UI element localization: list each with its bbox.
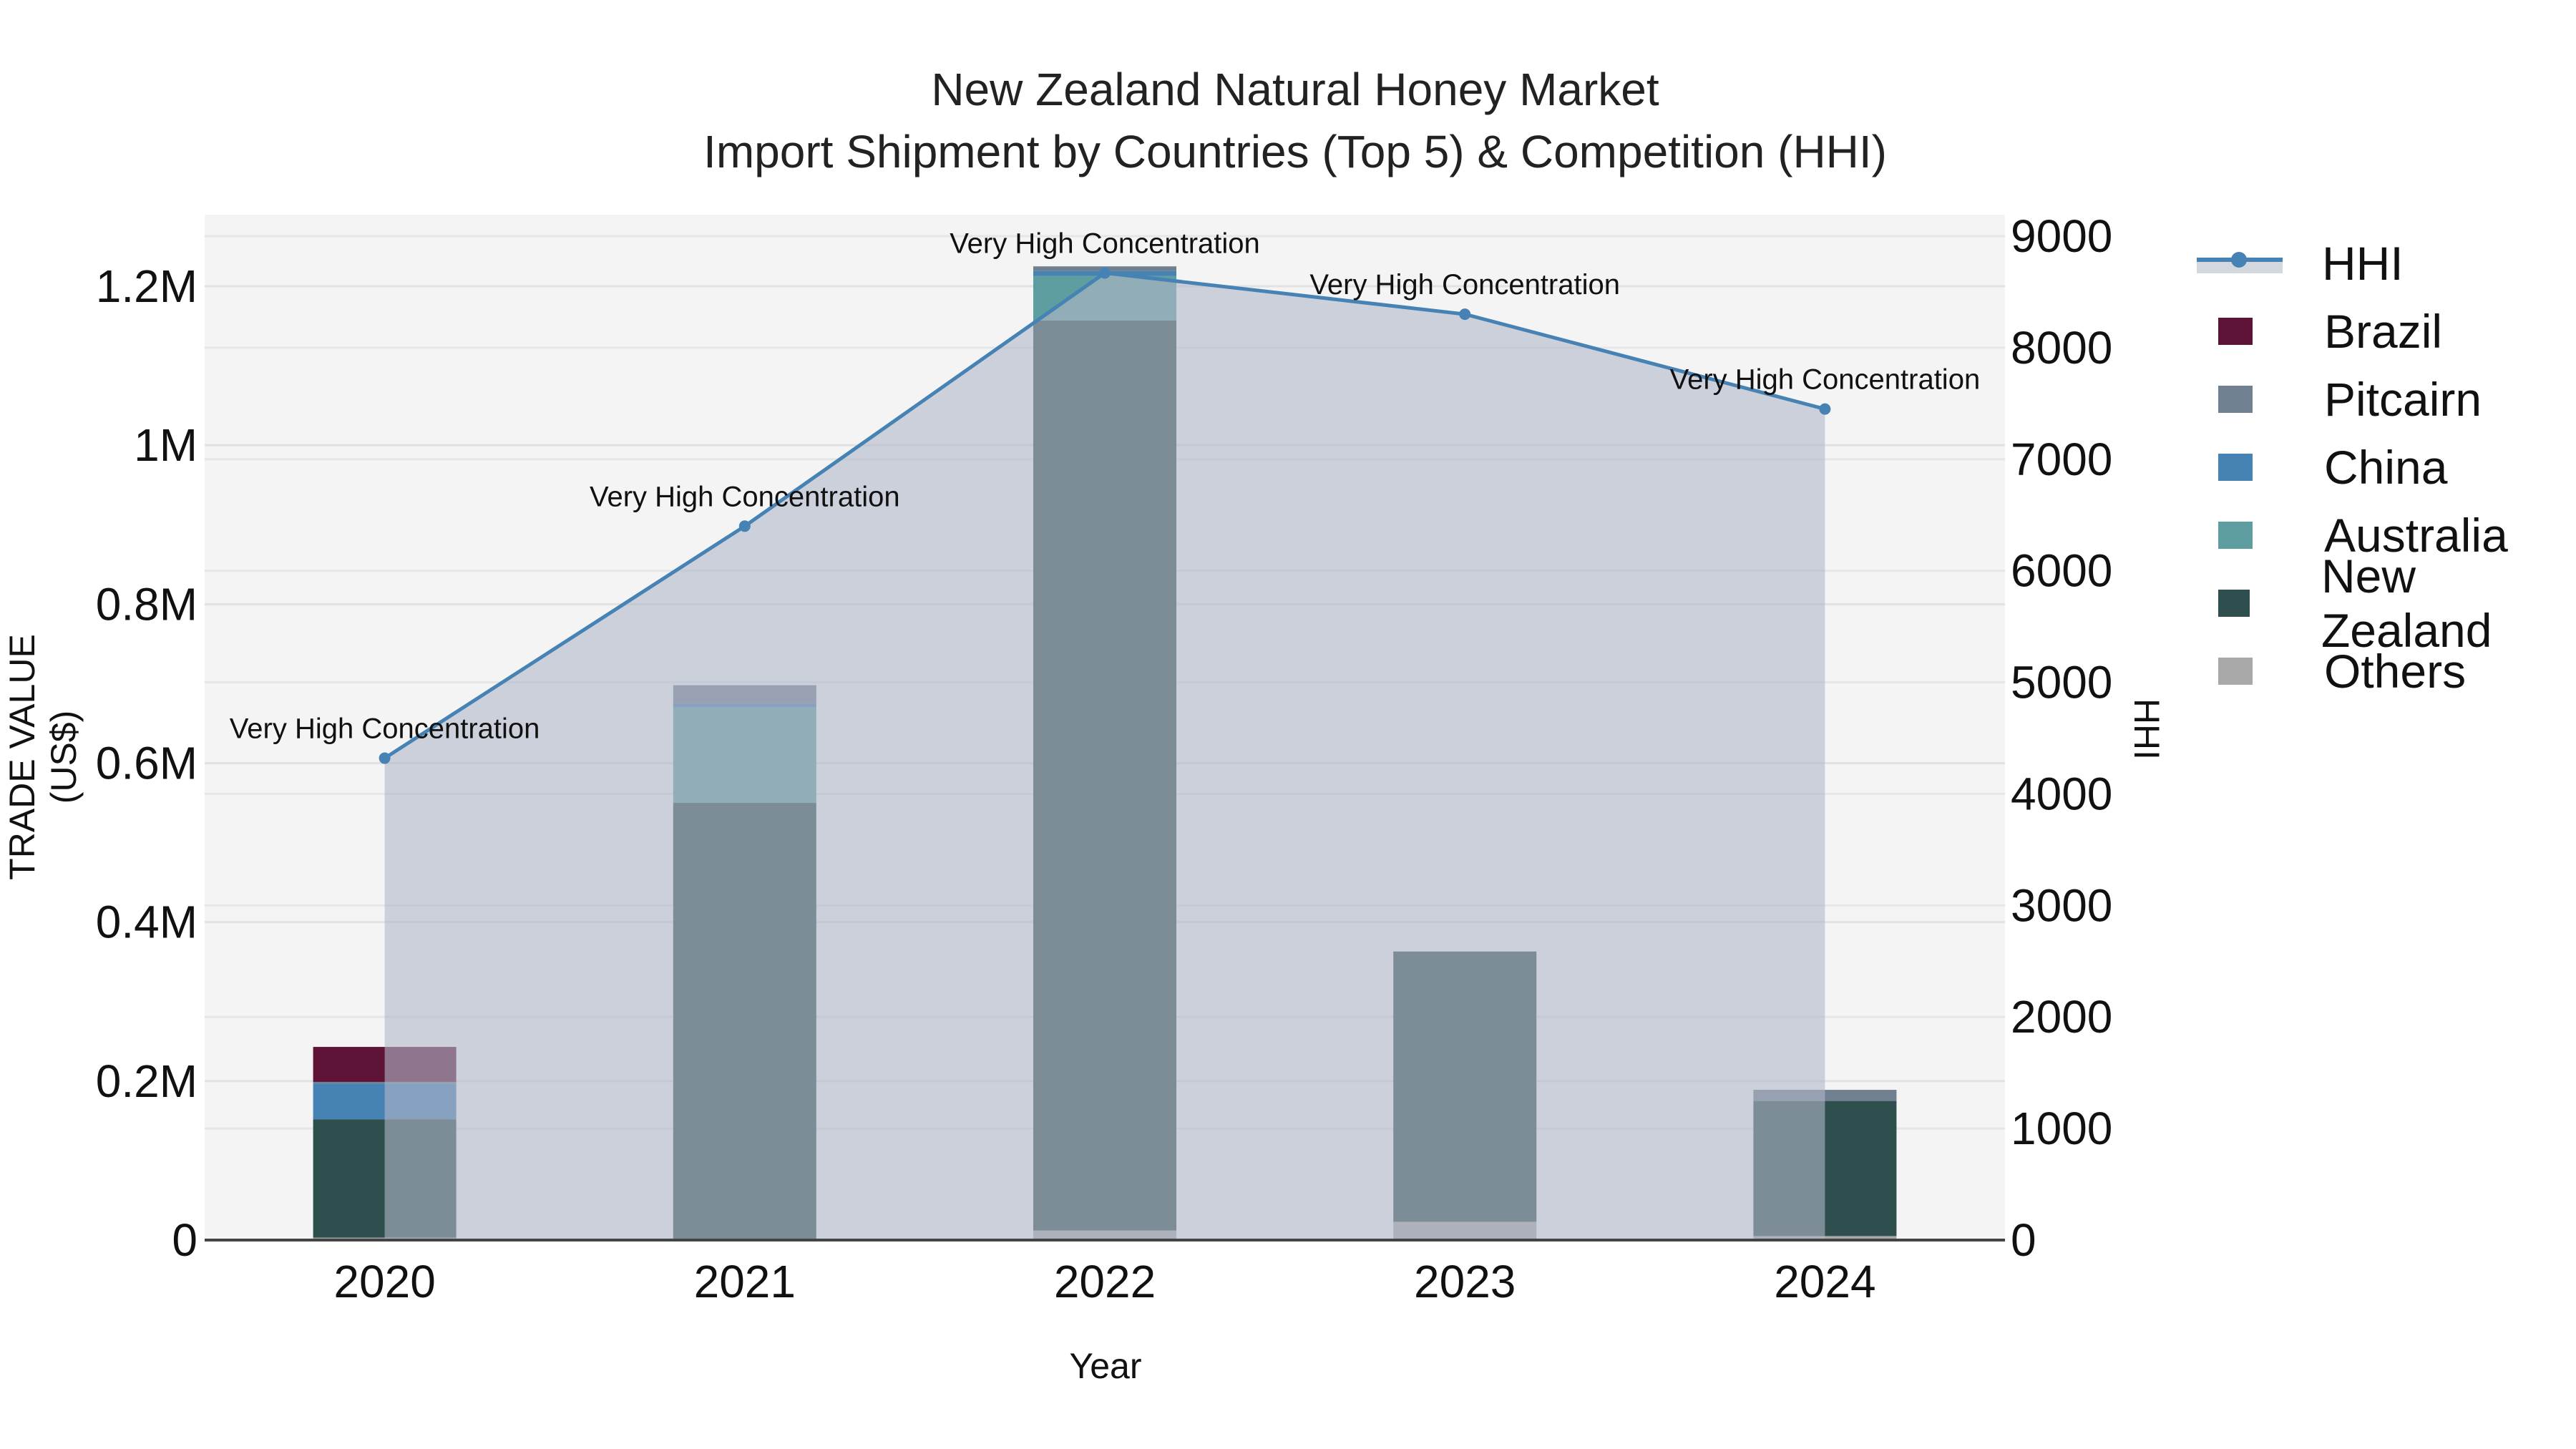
y2-tick-label: 6000 xyxy=(2011,545,2112,597)
y2-tick-label: 7000 xyxy=(2011,434,2112,485)
y2-tick-label: 8000 xyxy=(2011,322,2112,374)
y-tick-label: 1.2M xyxy=(96,260,197,312)
y-tick-label: 0.6M xyxy=(96,738,197,789)
y-tick-label: 0 xyxy=(172,1214,197,1266)
legend-item-others[interactable]: Others xyxy=(2197,637,2576,705)
swatch-icon xyxy=(2218,385,2253,413)
line-marker-icon xyxy=(2197,249,2283,278)
y2-tick-label: 2000 xyxy=(2011,991,2112,1043)
hhi-annotation: Very High Concentration xyxy=(230,713,540,745)
legend-item-china[interactable]: China xyxy=(2197,433,2576,501)
legend-label: New Zealand xyxy=(2321,549,2492,657)
x-tick-label: 2021 xyxy=(694,1256,796,1307)
x-axis-label: Year xyxy=(1069,1346,1142,1386)
y2-tick-label: 5000 xyxy=(2011,657,2112,708)
swatch-icon xyxy=(2218,657,2253,685)
legend-item-brazil[interactable]: Brazil xyxy=(2197,297,2576,365)
legend-label: China xyxy=(2324,440,2448,494)
legend-item-hhi[interactable]: HHI xyxy=(2197,229,2576,297)
swatch-icon xyxy=(2218,453,2253,481)
legend-label: Others xyxy=(2324,644,2467,698)
swatch-icon xyxy=(2218,589,2250,617)
chart-title-line2: Import Shipment by Countries (Top 5) & C… xyxy=(703,126,1887,177)
y-axis-label: TRADE VALUE (US$) xyxy=(2,634,84,880)
y2-tick-label: 4000 xyxy=(2011,768,2112,819)
y2-tick-label: 1000 xyxy=(2011,1103,2112,1154)
hhi-annotation: Very High Concentration xyxy=(1309,269,1620,301)
hhi-point[interactable] xyxy=(379,752,391,764)
x-tick-label: 2020 xyxy=(333,1256,435,1307)
legend-item-new-zealand[interactable]: New Zealand xyxy=(2197,550,2576,657)
legend-label: Brazil xyxy=(2324,304,2443,358)
chart-title-line1: New Zealand Natural Honey Market xyxy=(931,64,1659,115)
legend-label: HHI xyxy=(2322,236,2404,290)
y2-tick-label: 0 xyxy=(2011,1214,2036,1266)
y-tick-label: 0.8M xyxy=(96,578,197,630)
hhi-annotation: Very High Concentration xyxy=(590,481,900,512)
hhi-point[interactable] xyxy=(738,520,751,532)
y-tick-label: 0.2M xyxy=(96,1055,197,1107)
hhi-point[interactable] xyxy=(1099,267,1111,279)
hhi-annotation: Very High Concentration xyxy=(1670,364,1981,396)
y2-tick-label: 9000 xyxy=(2011,210,2112,262)
y2-axis-label: HHI xyxy=(2127,698,2167,761)
y-tick-label: 0.4M xyxy=(96,897,197,948)
x-tick-label: 2022 xyxy=(1054,1256,1156,1307)
y2-tick-label: 3000 xyxy=(2011,879,2112,931)
legend-label: Pitcairn xyxy=(2324,372,2482,426)
y-tick-label: 1M xyxy=(134,419,197,471)
hhi-point[interactable] xyxy=(1819,403,1831,415)
legend-item-pitcairn[interactable]: Pitcairn xyxy=(2197,365,2576,433)
swatch-icon xyxy=(2218,521,2253,549)
legend-label: Australia xyxy=(2324,508,2508,562)
swatch-icon xyxy=(2218,317,2253,345)
legend: HHI Brazil Pitcairn China Australia New … xyxy=(2197,229,2576,705)
hhi-annotation: Very High Concentration xyxy=(950,228,1260,259)
x-tick-label: 2023 xyxy=(1414,1256,1516,1307)
legend-item-australia[interactable]: Australia xyxy=(2197,501,2576,569)
hhi-area xyxy=(384,273,1825,1240)
hhi-point[interactable] xyxy=(1459,308,1471,321)
x-tick-label: 2024 xyxy=(1774,1256,1875,1307)
